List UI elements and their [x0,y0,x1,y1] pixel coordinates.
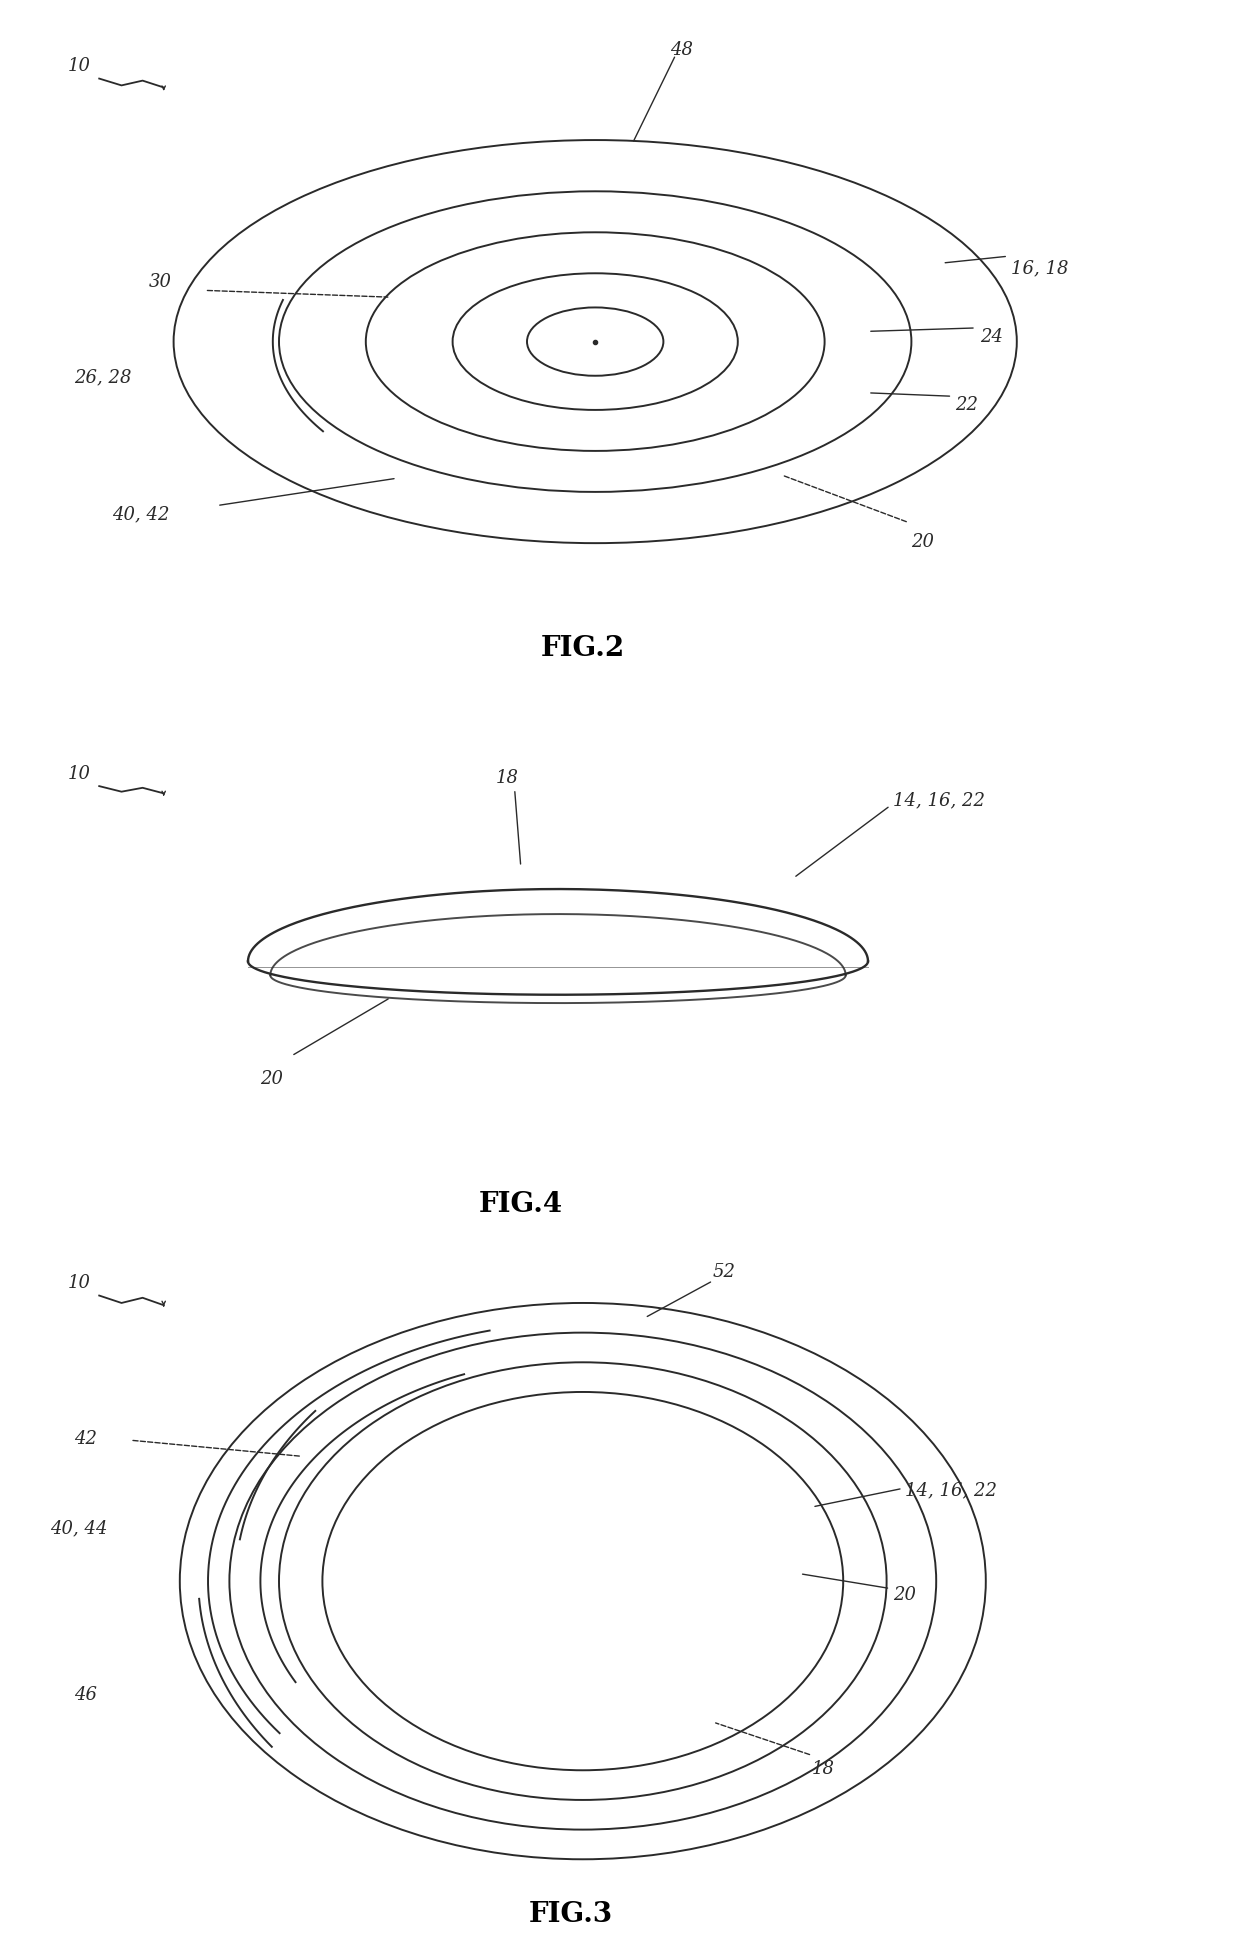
Text: 40, 42: 40, 42 [112,506,169,523]
Text: 14, 16, 22: 14, 16, 22 [905,1482,997,1499]
Text: 18: 18 [496,769,520,787]
Text: 14, 16, 22: 14, 16, 22 [893,793,985,810]
Text: 16, 18: 16, 18 [1011,260,1068,277]
Text: 10: 10 [68,1275,92,1292]
Text: 10: 10 [68,765,92,783]
Text: FIG.2: FIG.2 [541,634,625,662]
Text: 22: 22 [955,396,978,414]
Text: FIG.4: FIG.4 [479,1191,563,1218]
Text: 40, 44: 40, 44 [50,1519,107,1536]
Text: 18: 18 [812,1761,836,1778]
Text: 24: 24 [980,328,1003,346]
Text: 52: 52 [713,1263,737,1281]
Text: 10: 10 [68,57,92,74]
Text: 30: 30 [149,273,172,291]
Text: 46: 46 [74,1687,98,1704]
Text: 26, 28: 26, 28 [74,369,131,386]
Text: 42: 42 [74,1431,98,1448]
Text: 48: 48 [670,41,693,59]
Text: 20: 20 [260,1070,284,1087]
Text: 20: 20 [893,1585,916,1605]
Text: FIG.3: FIG.3 [528,1901,613,1929]
Text: 20: 20 [911,533,935,550]
